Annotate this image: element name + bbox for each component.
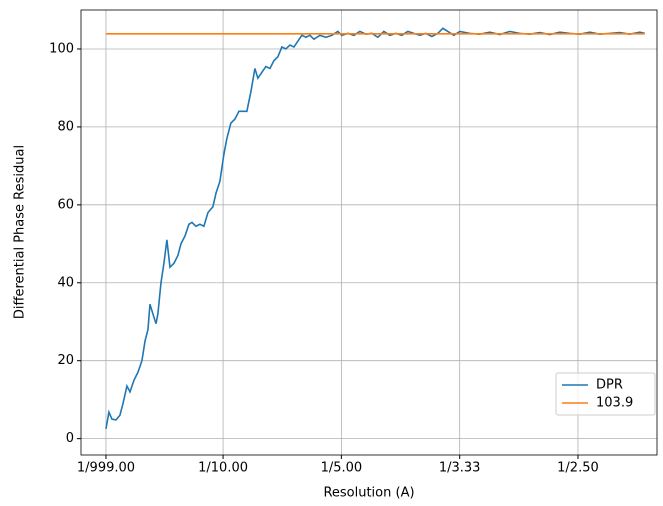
x-tick-label: 1/999.00: [77, 461, 135, 476]
y-axis-label: Differential Phase Residual: [13, 145, 28, 319]
x-tick-label: 1/2.50: [557, 461, 599, 476]
y-tick-label: 20: [57, 353, 74, 368]
y-tick-label: 0: [66, 431, 74, 446]
x-tick-label: 1/3.33: [439, 461, 481, 476]
legend-label: 103.9: [596, 396, 633, 411]
axes-frame: [80, 9, 658, 456]
legend-box: [555, 372, 656, 416]
y-tick-label: 80: [57, 119, 74, 134]
legend-label: DPR: [596, 378, 623, 393]
x-tick-label: 1/5.00: [321, 461, 363, 476]
x-tick-label: 1/10.00: [198, 461, 248, 476]
y-tick-label: 60: [57, 197, 74, 212]
y-tick-label: 100: [49, 41, 74, 56]
x-axis-label: Resolution (A): [323, 486, 414, 501]
y-tick-label: 40: [57, 275, 74, 290]
data-line: [105, 27, 645, 430]
